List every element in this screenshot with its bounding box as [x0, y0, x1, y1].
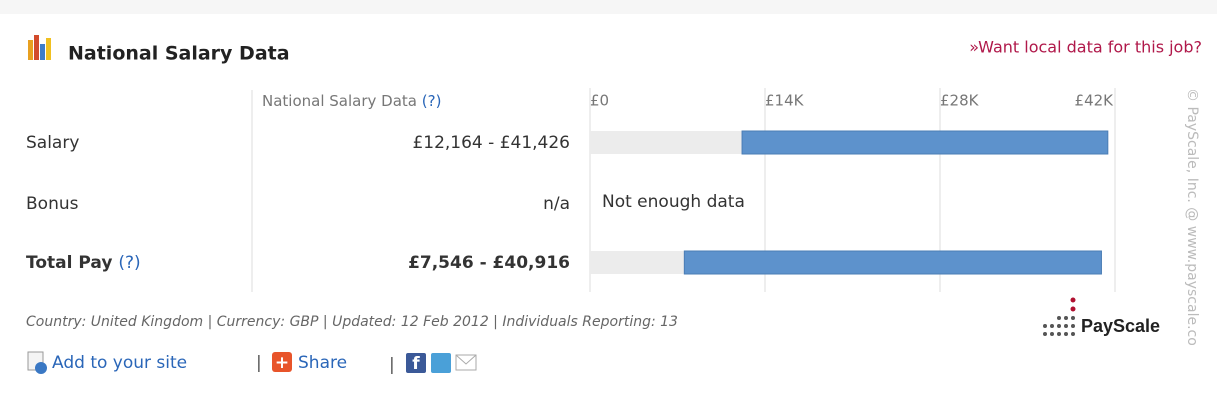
bar-track [590, 131, 743, 154]
range-bar [683, 250, 1102, 275]
payscale-logo: PayScale [1081, 316, 1160, 336]
row-label: Salary [26, 133, 79, 153]
row-label-text: Salary [26, 133, 79, 153]
footer-info: Country: United Kingdom | Currency: GBP … [26, 314, 678, 330]
add-to-site-link[interactable]: Add to your site [52, 353, 187, 373]
row-label: Total Pay (?) [26, 253, 141, 273]
facebook-f: f [412, 354, 420, 374]
x-tick-label: £28K [940, 92, 980, 110]
payscale-logo-dots [1043, 297, 1076, 336]
value-label: £12,164 - £41,426 [412, 133, 570, 153]
mail-icon[interactable] [455, 354, 477, 371]
help-link[interactable]: (?) [118, 253, 140, 273]
local-data-link[interactable]: »Want local data for this job? [969, 38, 1202, 57]
value-label: n/a [543, 194, 570, 214]
no-data-note: Not enough data [602, 192, 745, 212]
x-tick-label: £0 [590, 92, 609, 110]
separator: | [389, 355, 395, 375]
column-header: National Salary Data (?) [262, 92, 441, 110]
share-plus: + [275, 353, 289, 373]
row-label-text: Total Pay [26, 253, 112, 273]
title-icon [28, 35, 51, 60]
share-link[interactable]: Share [298, 353, 347, 373]
share-icon[interactable] [272, 352, 292, 372]
row-label-text: Bonus [26, 194, 79, 214]
x-tick-label: £14K [765, 92, 805, 110]
column-header-text: National Salary Data [262, 92, 417, 110]
watermark: © PayScale, Inc. @ www.payscale.co [1184, 88, 1200, 346]
range-bar [741, 130, 1109, 155]
separator: | [256, 353, 262, 373]
x-tick-label: £42K [1075, 92, 1115, 110]
widget-title: National Salary Data [68, 43, 290, 65]
value-label: £7,546 - £40,916 [408, 253, 570, 273]
add-icon [27, 351, 47, 374]
help-link[interactable]: (?) [422, 92, 442, 110]
top-shadow [0, 0, 1217, 14]
row-label: Bonus [26, 194, 79, 214]
bar-track [590, 251, 685, 274]
twitter-icon[interactable] [431, 353, 451, 373]
facebook-icon[interactable] [406, 353, 426, 373]
